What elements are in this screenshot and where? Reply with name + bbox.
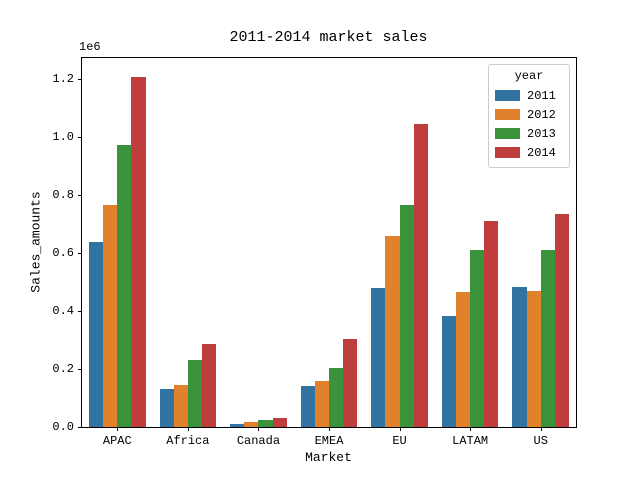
x-tick-label-eu: EU — [392, 434, 407, 448]
x-tick-label-us: US — [533, 434, 548, 448]
y-tick-mark — [78, 137, 82, 139]
legend-label-2013: 2013 — [527, 126, 556, 141]
plot-area: year 2011 2012 2013 2014 0.0 0.2 0.4 0.6 0.8… — [52, 57, 577, 448]
bar-apac-2014 — [131, 76, 146, 427]
legend-swatch-2013 — [495, 128, 520, 139]
bar-africa-2012 — [173, 385, 188, 427]
bar-us-2014 — [554, 214, 569, 427]
bar-us-2012 — [526, 290, 541, 427]
bar-latam-2011 — [441, 315, 457, 427]
x-axis-label: Market — [305, 450, 352, 465]
y-tick-label: 0.0 — [52, 420, 74, 434]
x-tick-mark — [187, 427, 189, 431]
x-tick-mark — [258, 427, 260, 431]
legend-item-2013: 2013 — [495, 124, 563, 143]
y-tick-label: 0.4 — [52, 304, 74, 319]
bar-emea-2014 — [343, 338, 358, 427]
legend-swatch-2012 — [495, 109, 520, 120]
bar-eu-2011 — [371, 287, 386, 427]
bar-eu-2012 — [385, 235, 400, 427]
legend-label-2014: 2014 — [527, 145, 556, 160]
x-tick-mark — [470, 427, 472, 431]
y-tick-label: 0.2 — [52, 362, 74, 377]
legend-swatch-2011 — [495, 90, 520, 101]
x-tick-mark — [117, 427, 119, 431]
x-tick-label-africa: Africa — [166, 434, 210, 448]
y-tick-mark — [78, 311, 82, 313]
y-tick-label: 0.8 — [52, 188, 74, 203]
x-tick-mark — [329, 427, 330, 431]
y-axis-label: Sales_amounts — [28, 191, 44, 293]
bar-canada-2013 — [258, 420, 273, 427]
bar-africa-2013 — [187, 360, 202, 427]
bar-apac-2011 — [89, 241, 104, 427]
legend-swatch-2014 — [495, 147, 520, 158]
bar-us-2013 — [540, 250, 555, 427]
x-tick-mark — [540, 427, 542, 431]
chart-title: 2011-2014 market sales — [229, 29, 428, 46]
legend-item-2011: 2011 — [495, 86, 563, 105]
bar-africa-2014 — [201, 344, 217, 427]
y-tick-mark — [78, 253, 82, 255]
y-tick-mark — [78, 79, 82, 81]
x-tick-label-canada: Canada — [236, 434, 281, 448]
bar-emea-2011 — [300, 386, 315, 427]
x-tick-label-latam: LATAM — [452, 434, 489, 448]
y-tick-mark — [78, 369, 82, 371]
bar-canada-2011 — [230, 424, 245, 427]
bar-apac-2012 — [103, 205, 118, 427]
x-tick-mark — [399, 427, 401, 431]
legend-item-2012: 2012 — [495, 105, 563, 124]
bar-emea-2013 — [329, 367, 344, 427]
x-tick-label-apac: APAC — [102, 434, 132, 448]
y-tick-mark — [78, 427, 82, 428]
legend-item-2014: 2014 — [495, 143, 563, 162]
bar-eu-2013 — [399, 205, 414, 427]
y-tick-label: 0.6 — [52, 246, 74, 261]
bar-canada-2012 — [244, 422, 259, 427]
x-tick-label-emea: EMEA — [314, 434, 344, 448]
legend-label-2011: 2011 — [527, 88, 556, 103]
bar-canada-2014 — [272, 418, 287, 427]
legend-title: year — [514, 69, 544, 83]
bar-africa-2011 — [159, 389, 174, 427]
y-tick-label: 1.0 — [52, 130, 74, 145]
legend: year 2011 2012 2013 2014 — [488, 64, 570, 168]
y-axis-offset-text: 1e6 — [79, 40, 101, 54]
bar-us-2011 — [512, 286, 527, 427]
y-tick-mark — [78, 195, 82, 197]
bar-latam-2013 — [470, 250, 485, 427]
bar-latam-2012 — [456, 292, 471, 427]
y-tick-label: 1.2 — [52, 72, 74, 87]
bar-apac-2013 — [117, 144, 132, 427]
bar-emea-2012 — [314, 380, 329, 427]
bar-latam-2014 — [484, 221, 499, 427]
bar-eu-2014 — [413, 124, 428, 427]
legend-label-2012: 2012 — [527, 107, 556, 122]
